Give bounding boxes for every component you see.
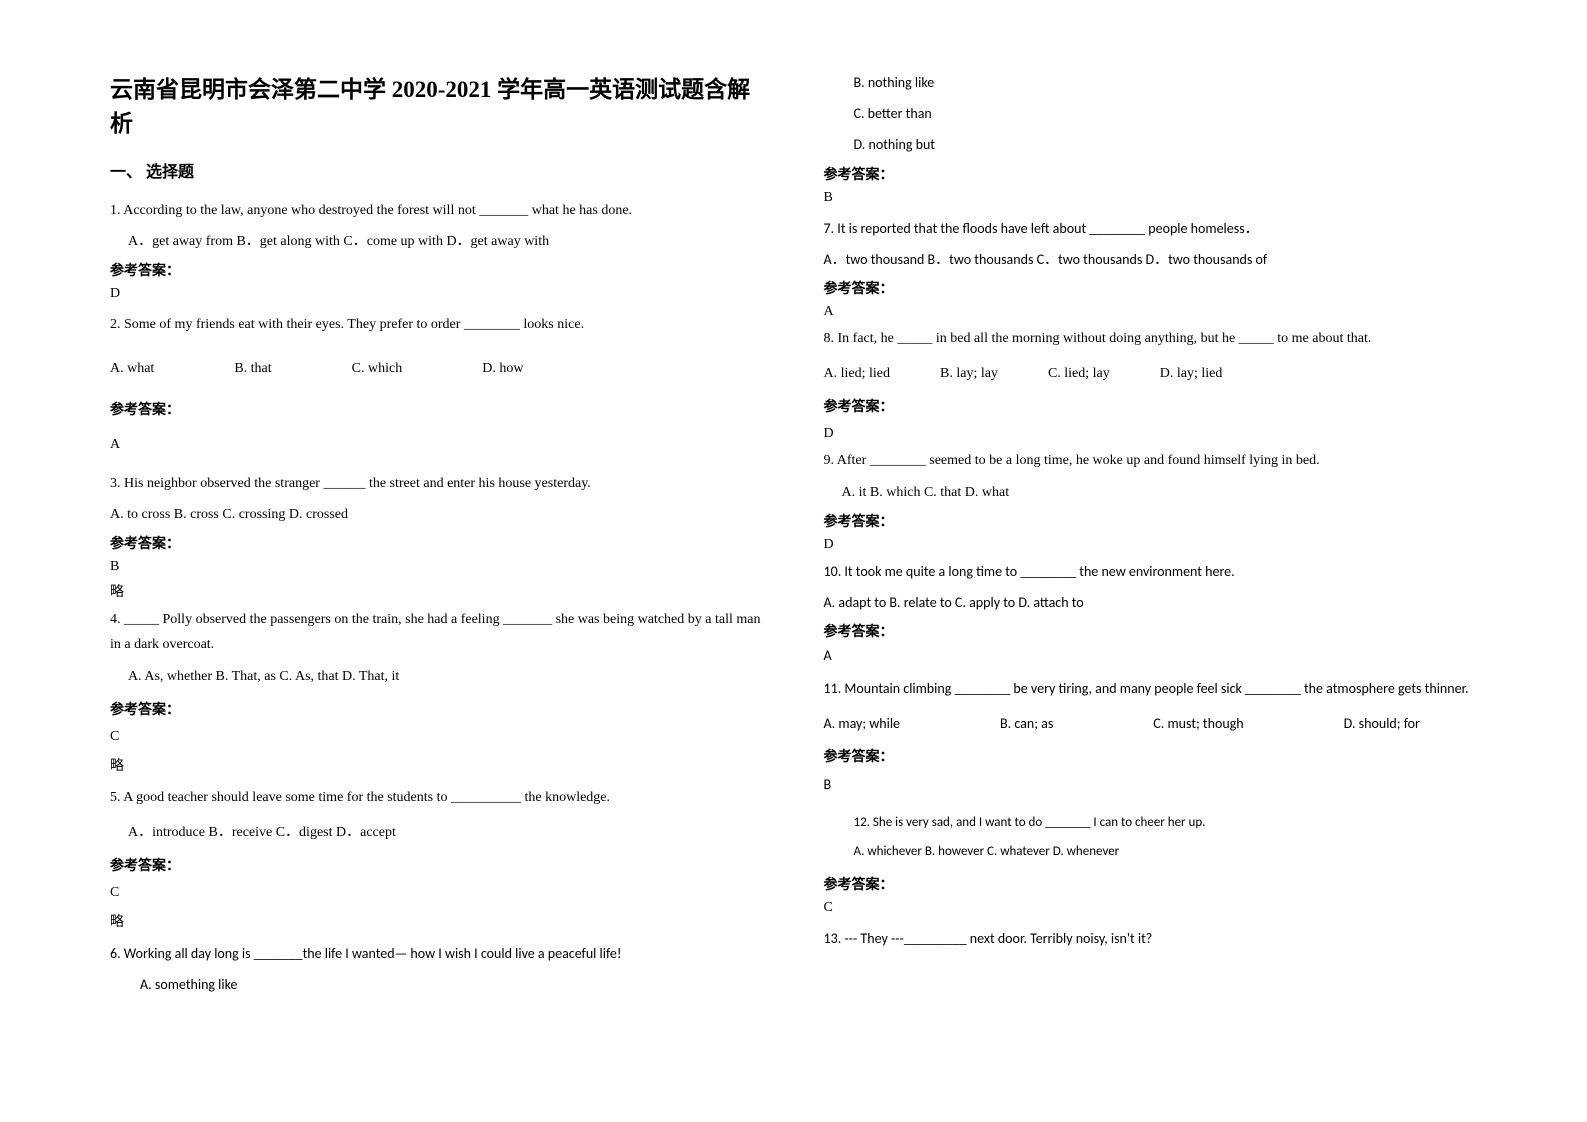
q9-answer-label: 参考答案： bbox=[824, 511, 1478, 531]
q3-answer-label: 参考答案： bbox=[110, 533, 764, 553]
q8-optB: B. lay; lay bbox=[940, 361, 998, 386]
q4-answer: C bbox=[110, 729, 764, 745]
q11-optA: A. may; while bbox=[824, 711, 901, 736]
q5-options: A．introduce B．receive C．digest D．accept bbox=[110, 820, 764, 845]
q4-options: A. As, whether B. That, as C. As, that D… bbox=[110, 664, 764, 689]
q4-text: 4. _____ Polly observed the passengers o… bbox=[110, 607, 764, 657]
q10-text: 10. It took me quite a long time to ____… bbox=[824, 559, 1478, 584]
q6-text: 6. Working all day long is _______the li… bbox=[110, 941, 764, 966]
q5-answer: C bbox=[110, 885, 764, 901]
q7-options: A．two thousand B．two thousands C．two tho… bbox=[824, 247, 1478, 272]
q10-options: A. adapt to B. relate to C. apply to D. … bbox=[824, 590, 1478, 615]
q4-omitted: 略 bbox=[110, 755, 764, 775]
q5-omitted: 略 bbox=[110, 911, 764, 931]
q10-answer: A bbox=[824, 647, 1478, 664]
q6-optA: A. something like bbox=[110, 972, 764, 997]
q1-answer-label: 参考答案： bbox=[110, 260, 764, 280]
q13-text: 13. --- They ---_________ next door. Ter… bbox=[824, 926, 1478, 951]
q5-text: 5. A good teacher should leave some time… bbox=[110, 785, 764, 810]
q2-optD: D. how bbox=[482, 356, 523, 381]
q10-answer-label: 参考答案： bbox=[824, 621, 1478, 641]
q7-answer: A bbox=[824, 304, 1478, 320]
page-container: 云南省昆明市会泽第二中学 2020-2021 学年高一英语测试题含解析 一、 选… bbox=[0, 0, 1587, 1043]
left-column: 云南省昆明市会泽第二中学 2020-2021 学年高一英语测试题含解析 一、 选… bbox=[100, 70, 794, 1003]
q11-optB: B. can; as bbox=[1000, 711, 1053, 736]
q8-optD: D. lay; lied bbox=[1160, 361, 1223, 386]
q8-answer: D bbox=[824, 426, 1478, 442]
section-header: 一、 选择题 bbox=[110, 158, 764, 182]
q9-answer: D bbox=[824, 537, 1478, 553]
q2-optA: A. what bbox=[110, 356, 154, 381]
q3-options: A. to cross B. cross C. crossing D. cros… bbox=[110, 502, 764, 527]
q3-answer: B bbox=[110, 559, 764, 575]
q2-optB: B. that bbox=[234, 356, 271, 381]
q1-options: A．get away from B．get along with C．come … bbox=[110, 229, 764, 254]
q12-text: 12. She is very sad, and I want to do __… bbox=[824, 811, 1478, 834]
q5-answer-label: 参考答案： bbox=[110, 855, 764, 875]
q2-optC: C. which bbox=[352, 356, 403, 381]
q1-answer: D bbox=[110, 286, 764, 302]
q11-answer: B bbox=[824, 776, 1478, 793]
q1-text: 1. According to the law, anyone who dest… bbox=[110, 198, 764, 223]
right-column: B. nothing like C. better than D. nothin… bbox=[794, 70, 1488, 1003]
q6-answer-label: 参考答案： bbox=[824, 164, 1478, 184]
q9-options: A. it B. which C. that D. what bbox=[824, 480, 1478, 505]
q12-options: A. whichever B. however C. whatever D. w… bbox=[824, 840, 1478, 863]
q8-answer-label: 参考答案： bbox=[824, 396, 1478, 416]
q6-optD: D. nothing but bbox=[824, 132, 1478, 157]
q2-text: 2. Some of my friends eat with their eye… bbox=[110, 312, 764, 337]
q11-answer-label: 参考答案： bbox=[824, 746, 1478, 766]
q2-answer-label: 参考答案： bbox=[110, 399, 764, 419]
q8-text: 8. In fact, he _____ in bed all the morn… bbox=[824, 326, 1478, 351]
q7-text: 7. It is reported that the floods have l… bbox=[824, 216, 1478, 241]
q12-answer-label: 参考答案： bbox=[824, 874, 1478, 894]
q6-optC: C. better than bbox=[824, 101, 1478, 126]
q11-optD: D. should; for bbox=[1344, 711, 1420, 736]
q11-options: A. may; while B. can; as C. must; though… bbox=[824, 711, 1478, 736]
q9-text: 9. After ________ seemed to be a long ti… bbox=[824, 448, 1478, 473]
q2-options: A. what B. that C. which D. how bbox=[110, 356, 764, 381]
q8-optA: A. lied; lied bbox=[824, 361, 891, 386]
document-title: 云南省昆明市会泽第二中学 2020-2021 学年高一英语测试题含解析 bbox=[110, 70, 764, 138]
q11-optC: C. must; though bbox=[1153, 711, 1243, 736]
q8-optC: C. lied; lay bbox=[1048, 361, 1110, 386]
q6-optB: B. nothing like bbox=[824, 70, 1478, 95]
q7-answer-label: 参考答案： bbox=[824, 278, 1478, 298]
q4-answer-label: 参考答案： bbox=[110, 699, 764, 719]
q3-omitted: 略 bbox=[110, 581, 764, 601]
q12-answer: C bbox=[824, 900, 1478, 916]
q8-options: A. lied; lied B. lay; lay C. lied; lay D… bbox=[824, 361, 1478, 386]
q3-text: 3. His neighbor observed the stranger __… bbox=[110, 471, 764, 496]
q6-answer: B bbox=[824, 190, 1478, 206]
q11-text: 11. Mountain climbing ________ be very t… bbox=[824, 674, 1478, 705]
q2-answer: A bbox=[110, 437, 764, 453]
